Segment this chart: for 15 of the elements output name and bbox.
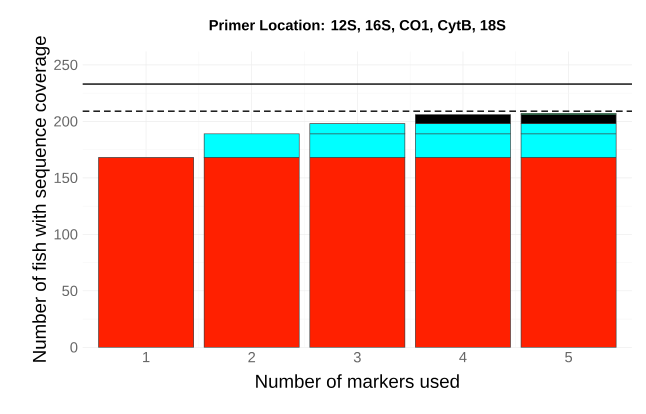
x-tick-label: 2 xyxy=(248,352,256,362)
x-tick-label: 1 xyxy=(143,352,150,362)
chart-title: Primer Location: 12S, 16S, CO1, CytB, 18S xyxy=(210,20,506,34)
bar xyxy=(98,157,194,348)
y-axis-title: Number of fish with sequence coverage xyxy=(32,36,50,362)
x-tick-label: 4 xyxy=(459,352,467,362)
x-tick-label: 5 xyxy=(565,352,572,362)
y-tick-label: 0 xyxy=(70,342,78,353)
y-tick-label: 50 xyxy=(62,286,78,296)
y-tick-label: 100 xyxy=(54,229,78,240)
x-axis-title: Number of markers used xyxy=(256,374,459,388)
x-tick-label: 3 xyxy=(354,352,361,362)
y-tick-label: 150 xyxy=(54,172,78,184)
y-tick-label: 250 xyxy=(54,60,78,70)
y-tick-label: 200 xyxy=(54,116,78,127)
